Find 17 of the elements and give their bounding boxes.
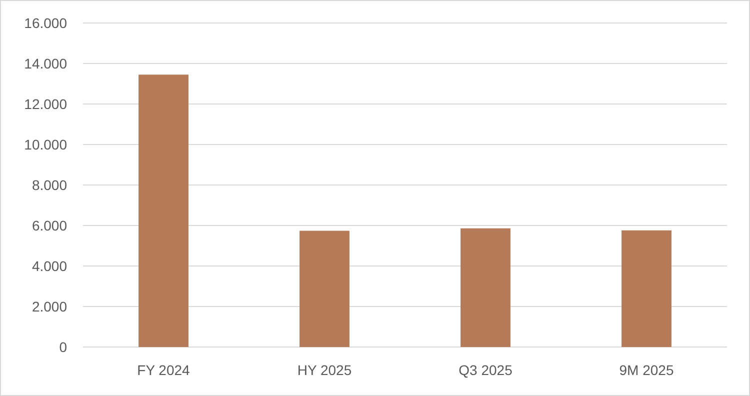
x-tick-label: FY 2024 [137, 362, 190, 378]
y-tick-label: 16.000 [24, 14, 68, 31]
y-tick-label: 4.000 [32, 258, 68, 274]
y-tick-label: 6.000 [32, 217, 68, 234]
x-tick-label: 9M 2025 [619, 362, 674, 378]
y-tick-label: 8.000 [32, 176, 68, 193]
bar [138, 74, 188, 347]
bar [460, 228, 510, 347]
y-tick-label: 14.000 [24, 55, 68, 72]
x-tick-label: HY 2025 [297, 362, 352, 378]
y-tick-label: 10.000 [24, 136, 68, 152]
bar [622, 230, 672, 347]
x-tick-label: Q3 2025 [458, 362, 513, 378]
y-tick-label: 0 [59, 338, 68, 355]
y-tick-label: 2.000 [32, 298, 68, 314]
bar [300, 230, 350, 347]
y-tick-label: 12.000 [24, 96, 68, 112]
